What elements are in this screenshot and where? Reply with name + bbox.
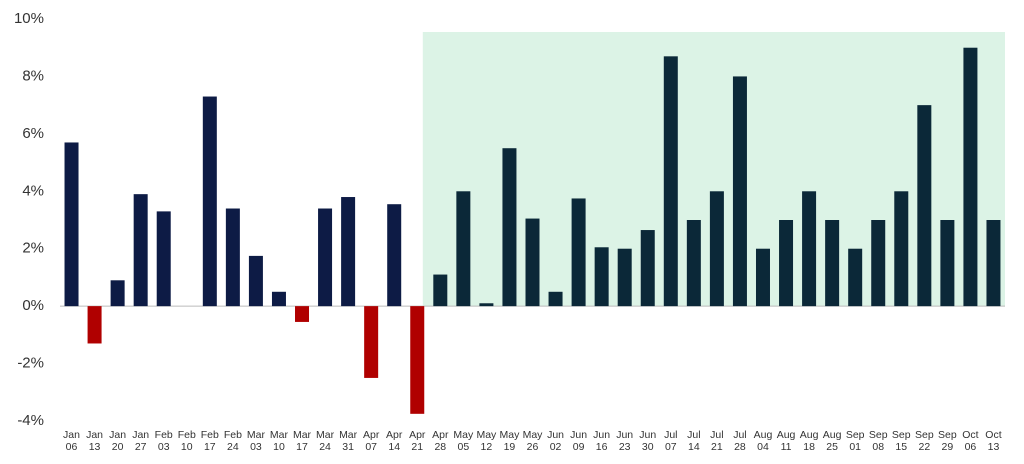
- x-tick-label: Mar 03: [246, 429, 265, 453]
- x-tick-label: Jan 06: [63, 429, 80, 453]
- x-tick-label: Apr 28: [432, 429, 449, 453]
- bar: [986, 220, 1001, 307]
- x-tick-label: Sep 22: [914, 429, 934, 453]
- bar: [709, 191, 724, 307]
- bar: [871, 220, 886, 307]
- bar: [110, 280, 125, 307]
- y-tick-label: 8%: [22, 67, 44, 84]
- x-tick-label: Jul 28: [733, 429, 747, 453]
- bar: [525, 218, 540, 307]
- bar: [917, 105, 932, 307]
- x-tick-label: Jul 07: [664, 429, 678, 453]
- bar: [456, 191, 471, 307]
- bar: [248, 255, 263, 307]
- bar: [87, 306, 102, 344]
- x-tick-label: May 19: [499, 429, 520, 453]
- bar: [156, 211, 171, 307]
- x-tick-label: Apr 07: [362, 429, 380, 453]
- x-tick-label: Oct 13: [985, 429, 1002, 453]
- y-tick-label: 6%: [22, 125, 44, 142]
- x-tick-label: Aug 11: [776, 429, 796, 453]
- bar: [594, 247, 609, 307]
- x-tick-label: Jun 30: [639, 429, 657, 453]
- bar: [341, 197, 356, 307]
- bar: [502, 148, 517, 307]
- bar: [387, 204, 402, 307]
- bar: [318, 208, 333, 307]
- x-tick-label: Jun 02: [547, 429, 565, 453]
- bar: [963, 47, 978, 307]
- x-tick-label: May 05: [453, 429, 474, 453]
- x-tick-label: Feb 10: [177, 429, 196, 453]
- x-tick-label: Mar 17: [292, 429, 312, 453]
- bar: [663, 56, 678, 307]
- x-tick-label: Jul 21: [710, 429, 724, 453]
- x-tick-label: May 26: [522, 429, 543, 453]
- bar: [894, 191, 909, 307]
- bar: [802, 191, 817, 307]
- x-tick-label: Aug 04: [753, 429, 773, 453]
- x-tick-label: Jun 09: [570, 429, 588, 453]
- bar: [571, 198, 586, 307]
- x-tick-label: Oct 06: [962, 429, 979, 453]
- bar: [686, 220, 701, 307]
- x-tick-label: Jul 14: [687, 429, 701, 453]
- bar: [732, 76, 747, 307]
- bar: [848, 248, 863, 307]
- x-tick-label: Mar 31: [339, 429, 358, 453]
- x-tick-label: Mar 10: [269, 429, 288, 453]
- x-tick-label: Jan 27: [132, 429, 150, 453]
- bar: [755, 248, 770, 307]
- bar: [779, 220, 794, 307]
- bar: [825, 220, 840, 307]
- bar: [548, 291, 563, 307]
- bar: [640, 230, 655, 307]
- x-tick-label: Sep 15: [891, 429, 911, 453]
- y-tick-label: -2%: [17, 355, 44, 372]
- bar: [410, 306, 425, 414]
- x-tick-label: May 12: [476, 429, 497, 453]
- x-tick-label: Aug 18: [799, 429, 819, 453]
- x-tick-label: Sep 08: [868, 429, 888, 453]
- bar: [295, 306, 310, 322]
- bar: [64, 142, 79, 307]
- x-tick-label: Sep 01: [845, 429, 865, 453]
- y-tick-label: -4%: [17, 412, 44, 429]
- x-tick-label: Sep 29: [938, 429, 957, 453]
- x-tick-label: Mar 24: [316, 429, 335, 453]
- x-tick-label: Feb 03: [154, 429, 173, 453]
- x-tick-label: Feb 17: [200, 429, 219, 453]
- x-tick-label: Jan 13: [86, 429, 104, 453]
- bar: [617, 248, 632, 307]
- x-tick-label: Jun 23: [616, 429, 634, 453]
- bar: [479, 303, 494, 307]
- y-tick-label: 2%: [22, 240, 44, 257]
- bar: [364, 306, 379, 378]
- x-tick-label: Jun 16: [593, 429, 611, 453]
- y-tick-label: 4%: [22, 182, 44, 199]
- bar: [225, 208, 240, 307]
- x-tick-label: Apr 14: [386, 429, 403, 453]
- x-tick-label: Jan 20: [109, 429, 127, 453]
- bar: [433, 274, 448, 307]
- bar: [202, 96, 217, 307]
- bar: [940, 220, 955, 307]
- y-tick-label: 10%: [14, 10, 44, 27]
- y-tick-label: 0%: [22, 297, 44, 314]
- bar: [133, 194, 148, 307]
- x-tick-label: Aug 25: [822, 429, 842, 453]
- x-tick-label: Feb 24: [223, 429, 242, 453]
- x-tick-label: Apr 21: [409, 429, 426, 453]
- bar: [271, 291, 286, 307]
